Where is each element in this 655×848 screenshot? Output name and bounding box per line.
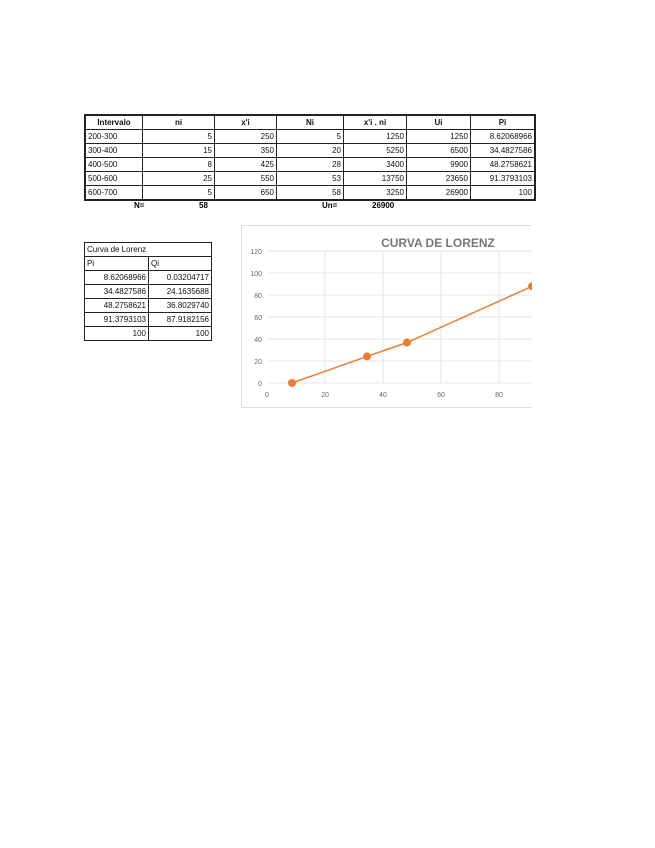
column-header: Pi [470, 114, 536, 130]
table-cell: 23650 [406, 171, 471, 186]
data-point [528, 282, 532, 291]
table-cell: 20 [276, 143, 344, 158]
table-cell: 15 [142, 143, 215, 158]
table-cell: 500-600 [84, 171, 143, 186]
column-header: Ni [276, 114, 344, 130]
x-tick-label: 0 [265, 392, 269, 399]
table-cell: 25 [142, 171, 215, 186]
table-row: 48.2758621 36.8029740 [84, 298, 212, 313]
table-cell: 58 [276, 185, 344, 201]
lorenz-title: Curva de Lorenz [84, 242, 212, 257]
lorenz-chart: CURVA DE LORENZ 0 20 40 60 80 100 120 0 20 40 60 80 [241, 225, 532, 408]
table-cell: 6500 [406, 143, 471, 158]
frequency-table: Intervalo ni x'i Ni x'i . ni Ui Pi 200-300 5 250 5… [84, 114, 536, 201]
table-cell: 9900 [406, 157, 471, 172]
series-line [291, 285, 532, 384]
lorenz-table: Curva de Lorenz Pi Qi 8.62068966 0.03204717 3… [84, 242, 212, 341]
table-cell: 1250 [406, 129, 471, 144]
y-tick-label: 80 [254, 293, 262, 300]
table-cell: 5250 [343, 143, 407, 158]
un-value: 26900 [372, 201, 395, 210]
column-header: Intervalo [84, 114, 143, 130]
table-row: 34.4827586 24.1635688 [84, 284, 212, 299]
y-tick-label: 120 [250, 249, 262, 256]
table-cell: 0.03204717 [148, 270, 212, 285]
y-tick-label: 60 [254, 315, 262, 322]
x-tick-label: 40 [379, 392, 387, 399]
table-cell: 28 [276, 157, 344, 172]
data-point [403, 338, 411, 347]
y-tick-label: 40 [254, 337, 262, 344]
x-tick-label: 60 [437, 392, 445, 399]
table-row: 500-600 25 550 53 13750 23650 91.3793103 [84, 171, 536, 186]
table-cell: 3400 [343, 157, 407, 172]
table-cell: 100 [148, 326, 212, 341]
table-row: 8.62068966 0.03204717 [84, 270, 212, 285]
column-header: ni [142, 114, 215, 130]
table-row: 300-400 15 350 20 5250 6500 34.4827586 [84, 143, 536, 158]
table-cell: 53 [276, 171, 344, 186]
table-cell: 8 [142, 157, 215, 172]
table-cell: 34.4827586 [470, 143, 536, 158]
table-row: 600-700 5 650 58 3250 26900 100 [84, 185, 536, 201]
table-cell: 650 [214, 185, 277, 201]
table-cell: 100 [470, 185, 536, 201]
table-row: 100 100 [84, 326, 212, 341]
header-row: Intervalo ni x'i Ni x'i . ni Ui Pi [84, 114, 536, 130]
table-cell: 250 [214, 129, 277, 144]
x-tick-label: 80 [495, 392, 503, 399]
table-cell: 3250 [343, 185, 407, 201]
data-point [288, 378, 296, 387]
table-cell: 400-500 [84, 157, 143, 172]
table-cell: 200-300 [84, 129, 143, 144]
table-cell: 91.3793103 [470, 171, 536, 186]
table-cell: 48.2758621 [84, 298, 149, 313]
table-cell: 26900 [406, 185, 471, 201]
table-cell: 8.62068966 [84, 270, 149, 285]
n-value: 58 [199, 201, 208, 210]
un-label: Un= [322, 201, 338, 210]
table-cell: 600-700 [84, 185, 143, 201]
table-row: 200-300 5 250 5 1250 1250 8.62068966 [84, 129, 536, 144]
table-cell: 100 [84, 326, 149, 341]
table-cell: 34.4827586 [84, 284, 149, 299]
table-cell: 48.2758621 [470, 157, 536, 172]
table-cell: 13750 [343, 171, 407, 186]
y-tick-label: 20 [254, 359, 262, 366]
table-cell: 24.1635688 [148, 284, 212, 299]
n-label: N= [134, 201, 145, 210]
table-row: 400-500 8 425 28 3400 9900 48.2758621 [84, 157, 536, 172]
x-tick-label: 20 [321, 392, 329, 399]
data-point [363, 352, 371, 361]
header-row: Pi Qi [84, 256, 212, 271]
column-header: Qi [148, 256, 212, 271]
table-cell: 1250 [343, 129, 407, 144]
table-cell: 5 [142, 129, 215, 144]
y-tick-label: 100 [250, 271, 262, 278]
table-cell: 91.3793103 [84, 312, 149, 327]
table-cell: 5 [276, 129, 344, 144]
table-cell: 300-400 [84, 143, 143, 158]
column-header: Pi [84, 256, 149, 271]
column-header: x'i [214, 114, 277, 130]
table-cell: 8.62068966 [470, 129, 536, 144]
table-row: 91.3793103 87.9182156 [84, 312, 212, 327]
column-header: Ui [406, 114, 471, 130]
table-cell: 425 [214, 157, 277, 172]
y-tick-label: 0 [258, 381, 262, 388]
table-cell: 350 [214, 143, 277, 158]
chart-title: CURVA DE LORENZ [381, 236, 495, 250]
table-cell: 550 [214, 171, 277, 186]
column-header: x'i . ni [343, 114, 407, 130]
table-cell: 5 [142, 185, 215, 201]
table-cell: 36.8029740 [148, 298, 212, 313]
table-cell: 87.9182156 [148, 312, 212, 327]
